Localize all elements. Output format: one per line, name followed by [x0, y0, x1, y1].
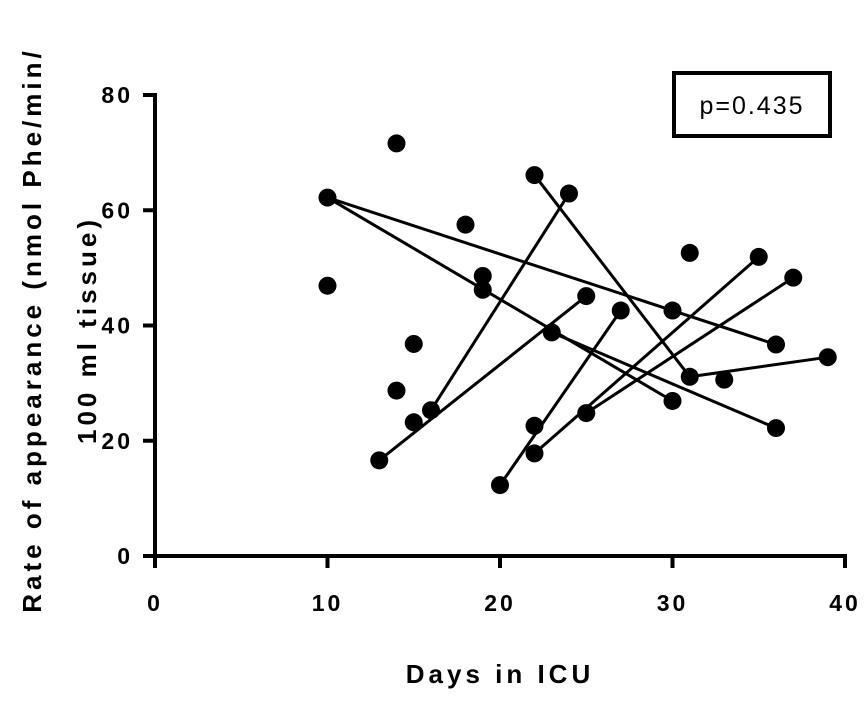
connecting-line — [429, 192, 571, 412]
y-tick-label: 40 — [101, 313, 133, 339]
annotation-text: p=0.435 — [699, 92, 804, 120]
connecting-line — [533, 174, 691, 378]
connecting-line — [689, 355, 828, 379]
connecting-line — [498, 309, 622, 486]
data-point — [387, 134, 406, 153]
data-point — [491, 476, 509, 495]
x-tick-label: 30 — [657, 590, 689, 616]
data-point — [560, 184, 578, 203]
data-point — [680, 243, 699, 262]
annotation-box — [672, 71, 832, 138]
data-point — [404, 413, 423, 432]
data-point — [422, 401, 440, 420]
y-tick-label: 60 — [101, 197, 133, 223]
connecting-line — [551, 331, 777, 430]
x-tick-label: 10 — [312, 590, 344, 616]
y-axis-label-line1: Rate of appearance (nmol Phe/min/ — [17, 47, 47, 612]
data-point — [663, 391, 682, 410]
y-tick-label: 80 — [101, 82, 133, 108]
connecting-lines — [326, 174, 828, 486]
x-tick-label: 0 — [147, 590, 163, 616]
data-point — [456, 215, 475, 234]
data-point — [387, 381, 406, 400]
data-point — [525, 166, 544, 185]
data-point — [680, 367, 699, 386]
data-point — [404, 334, 423, 353]
data-point — [818, 348, 837, 367]
x-tick-label: 40 — [829, 590, 861, 616]
data-point — [473, 266, 492, 285]
y-tick-label: 0 — [117, 543, 133, 569]
data-point — [577, 287, 596, 306]
connecting-line — [672, 309, 777, 346]
data-point — [749, 247, 768, 266]
x-tick-label: 20 — [484, 590, 516, 616]
data-point — [318, 188, 337, 207]
data-point — [473, 280, 492, 299]
data-point — [577, 404, 596, 423]
y-tick-label: 20 — [101, 428, 133, 454]
data-point — [542, 323, 561, 342]
data-points — [318, 134, 837, 495]
data-point — [611, 301, 630, 320]
connecting-line — [327, 196, 673, 312]
connecting-line — [585, 276, 795, 415]
data-point — [525, 444, 544, 463]
data-point — [784, 268, 803, 287]
data-point — [370, 451, 389, 470]
data-point — [715, 370, 734, 389]
data-point — [767, 419, 785, 438]
data-point — [767, 335, 785, 354]
x-axis-label: Days in ICU — [406, 659, 595, 689]
data-point — [663, 301, 682, 320]
data-point — [525, 416, 544, 435]
p-value-annotation: p=0.435 — [672, 71, 832, 138]
connecting-line — [533, 255, 760, 455]
y-axis-label-line2: 100 ml tissue) — [72, 216, 102, 444]
data-point — [318, 276, 337, 295]
axes: 0 20 40 60 80 0 10 20 30 40 — [101, 82, 861, 616]
